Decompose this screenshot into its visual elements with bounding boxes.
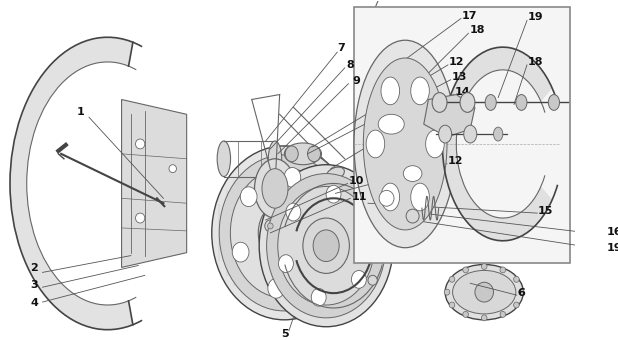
Ellipse shape [231, 168, 338, 298]
Text: 10: 10 [349, 176, 364, 187]
Circle shape [135, 213, 145, 223]
Text: 11: 11 [352, 192, 368, 202]
Ellipse shape [277, 186, 375, 305]
Circle shape [406, 209, 419, 223]
Ellipse shape [284, 143, 321, 165]
Ellipse shape [445, 265, 523, 320]
Ellipse shape [460, 92, 475, 112]
Bar [354, 7, 570, 263]
Ellipse shape [485, 95, 496, 110]
Circle shape [519, 289, 524, 295]
Ellipse shape [266, 174, 386, 318]
Circle shape [368, 275, 377, 285]
Ellipse shape [212, 146, 357, 320]
Ellipse shape [378, 114, 404, 134]
Text: 12: 12 [448, 156, 464, 166]
Circle shape [368, 206, 377, 216]
Ellipse shape [269, 215, 299, 251]
Ellipse shape [286, 146, 298, 162]
Circle shape [475, 282, 494, 302]
Circle shape [500, 267, 506, 273]
Polygon shape [424, 95, 475, 137]
Ellipse shape [217, 141, 231, 176]
Circle shape [444, 289, 450, 295]
Text: 19: 19 [528, 13, 544, 22]
Ellipse shape [313, 230, 339, 261]
Circle shape [268, 223, 273, 229]
Circle shape [481, 264, 487, 269]
Text: 12: 12 [449, 57, 464, 67]
Text: 14: 14 [454, 87, 470, 97]
Circle shape [379, 190, 394, 206]
Ellipse shape [326, 185, 341, 203]
Ellipse shape [255, 159, 295, 218]
Circle shape [500, 311, 506, 317]
Ellipse shape [262, 169, 288, 208]
Ellipse shape [284, 168, 301, 187]
Circle shape [481, 315, 487, 321]
Ellipse shape [464, 125, 476, 143]
Text: 9: 9 [352, 76, 360, 86]
Text: 18: 18 [469, 26, 485, 35]
Ellipse shape [311, 259, 328, 279]
Ellipse shape [381, 77, 400, 105]
Ellipse shape [268, 141, 282, 176]
Circle shape [265, 220, 276, 232]
Text: 6: 6 [518, 288, 525, 298]
Ellipse shape [494, 127, 503, 141]
Circle shape [449, 276, 455, 282]
Ellipse shape [411, 77, 430, 105]
Ellipse shape [516, 95, 527, 110]
Circle shape [514, 276, 519, 282]
Text: 1: 1 [77, 107, 85, 117]
Ellipse shape [259, 165, 393, 327]
Ellipse shape [439, 125, 452, 143]
Ellipse shape [258, 201, 310, 265]
Ellipse shape [268, 278, 284, 298]
Text: 4: 4 [30, 298, 38, 308]
Circle shape [449, 302, 455, 308]
Ellipse shape [354, 40, 456, 248]
Ellipse shape [352, 271, 366, 288]
Circle shape [463, 311, 468, 317]
Ellipse shape [286, 203, 301, 221]
Ellipse shape [359, 219, 374, 237]
Circle shape [169, 165, 176, 173]
Circle shape [463, 267, 468, 273]
Polygon shape [122, 100, 187, 268]
Text: 18: 18 [528, 57, 543, 67]
Ellipse shape [219, 155, 349, 311]
Ellipse shape [404, 166, 422, 182]
Ellipse shape [279, 255, 294, 273]
Ellipse shape [232, 242, 249, 262]
Text: 3: 3 [30, 280, 38, 290]
Ellipse shape [366, 130, 385, 158]
Circle shape [514, 302, 519, 308]
Polygon shape [10, 37, 133, 330]
Text: 17: 17 [462, 11, 477, 20]
Ellipse shape [308, 146, 321, 162]
Ellipse shape [432, 92, 447, 112]
Ellipse shape [311, 288, 326, 306]
Ellipse shape [320, 204, 336, 223]
Ellipse shape [548, 95, 559, 110]
Ellipse shape [363, 58, 447, 230]
Ellipse shape [240, 187, 257, 207]
Text: 8: 8 [347, 60, 354, 70]
Ellipse shape [452, 270, 516, 314]
Text: 2: 2 [30, 264, 38, 273]
Ellipse shape [426, 130, 444, 158]
Ellipse shape [303, 218, 349, 273]
Text: 16: 16 [607, 227, 618, 237]
Text: 7: 7 [337, 43, 345, 53]
Text: 5: 5 [282, 329, 289, 339]
Ellipse shape [381, 183, 400, 211]
Polygon shape [442, 47, 552, 241]
Ellipse shape [411, 183, 430, 211]
Text: 13: 13 [452, 72, 467, 82]
Text: 19: 19 [607, 243, 618, 253]
Circle shape [135, 139, 145, 149]
Ellipse shape [326, 167, 344, 180]
Text: 15: 15 [538, 206, 554, 216]
